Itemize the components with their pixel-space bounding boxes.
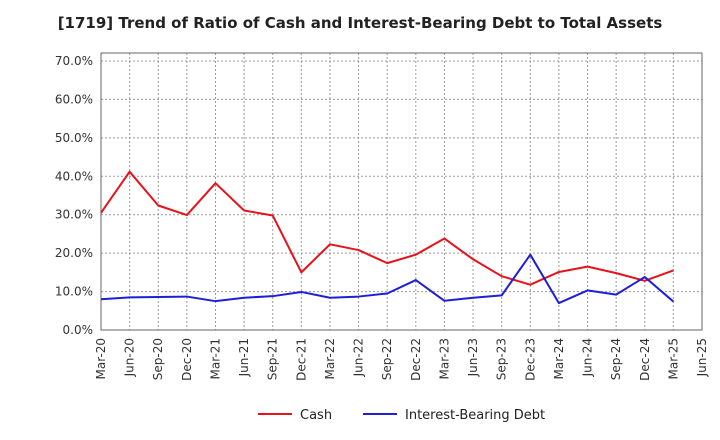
x-tick-label: Mar-22 xyxy=(323,338,337,379)
x-tick-label: Sep-23 xyxy=(495,338,509,380)
x-tick-label: Sep-22 xyxy=(380,338,394,380)
x-tick-label: Dec-23 xyxy=(523,338,537,381)
x-tick-label: Mar-24 xyxy=(552,338,566,379)
y-tick-label: 60.0% xyxy=(55,92,93,106)
legend-label-interest-bearing-debt: Interest-Bearing Debt xyxy=(405,408,545,423)
plot-border xyxy=(100,52,703,331)
series-line-cash xyxy=(100,170,674,286)
x-tick-label: Mar-23 xyxy=(437,338,451,379)
y-tick-label: 50.0% xyxy=(55,131,93,145)
x-tick-label: Jun-20 xyxy=(123,338,137,377)
x-tick-label: Dec-22 xyxy=(409,338,423,381)
y-tick-label: 70.0% xyxy=(55,54,93,68)
x-tick-label: Jun-25 xyxy=(695,338,709,377)
x-tick-label: Sep-21 xyxy=(266,338,280,380)
x-tick-label: Mar-25 xyxy=(666,338,680,379)
y-tick-label: 0.0% xyxy=(63,323,94,337)
x-tick-label: Sep-24 xyxy=(609,338,623,380)
x-tick-label: Jun-24 xyxy=(581,338,595,377)
x-tick-label: Sep-20 xyxy=(151,338,165,380)
y-tick-label: 20.0% xyxy=(55,246,93,260)
x-tick-label: Dec-24 xyxy=(638,338,652,381)
series-line-interest-bearing-debt xyxy=(100,253,675,305)
x-tick-label: Mar-20 xyxy=(94,338,108,379)
x-tick-label: Jun-22 xyxy=(352,338,366,377)
legend-label-cash: Cash xyxy=(300,408,332,423)
y-tick-label: 10.0% xyxy=(55,285,93,299)
x-tick-label: Mar-21 xyxy=(208,338,222,379)
x-tick-label: Dec-20 xyxy=(180,338,194,381)
chart-title: [1719] Trend of Ratio of Cash and Intere… xyxy=(57,14,663,32)
y-tick-label: 30.0% xyxy=(55,208,93,222)
x-tick-label: Dec-21 xyxy=(294,338,308,381)
y-tick-label: 40.0% xyxy=(55,169,93,183)
x-tick-label: Jun-23 xyxy=(466,338,480,377)
x-tick-label: Jun-21 xyxy=(237,338,251,377)
